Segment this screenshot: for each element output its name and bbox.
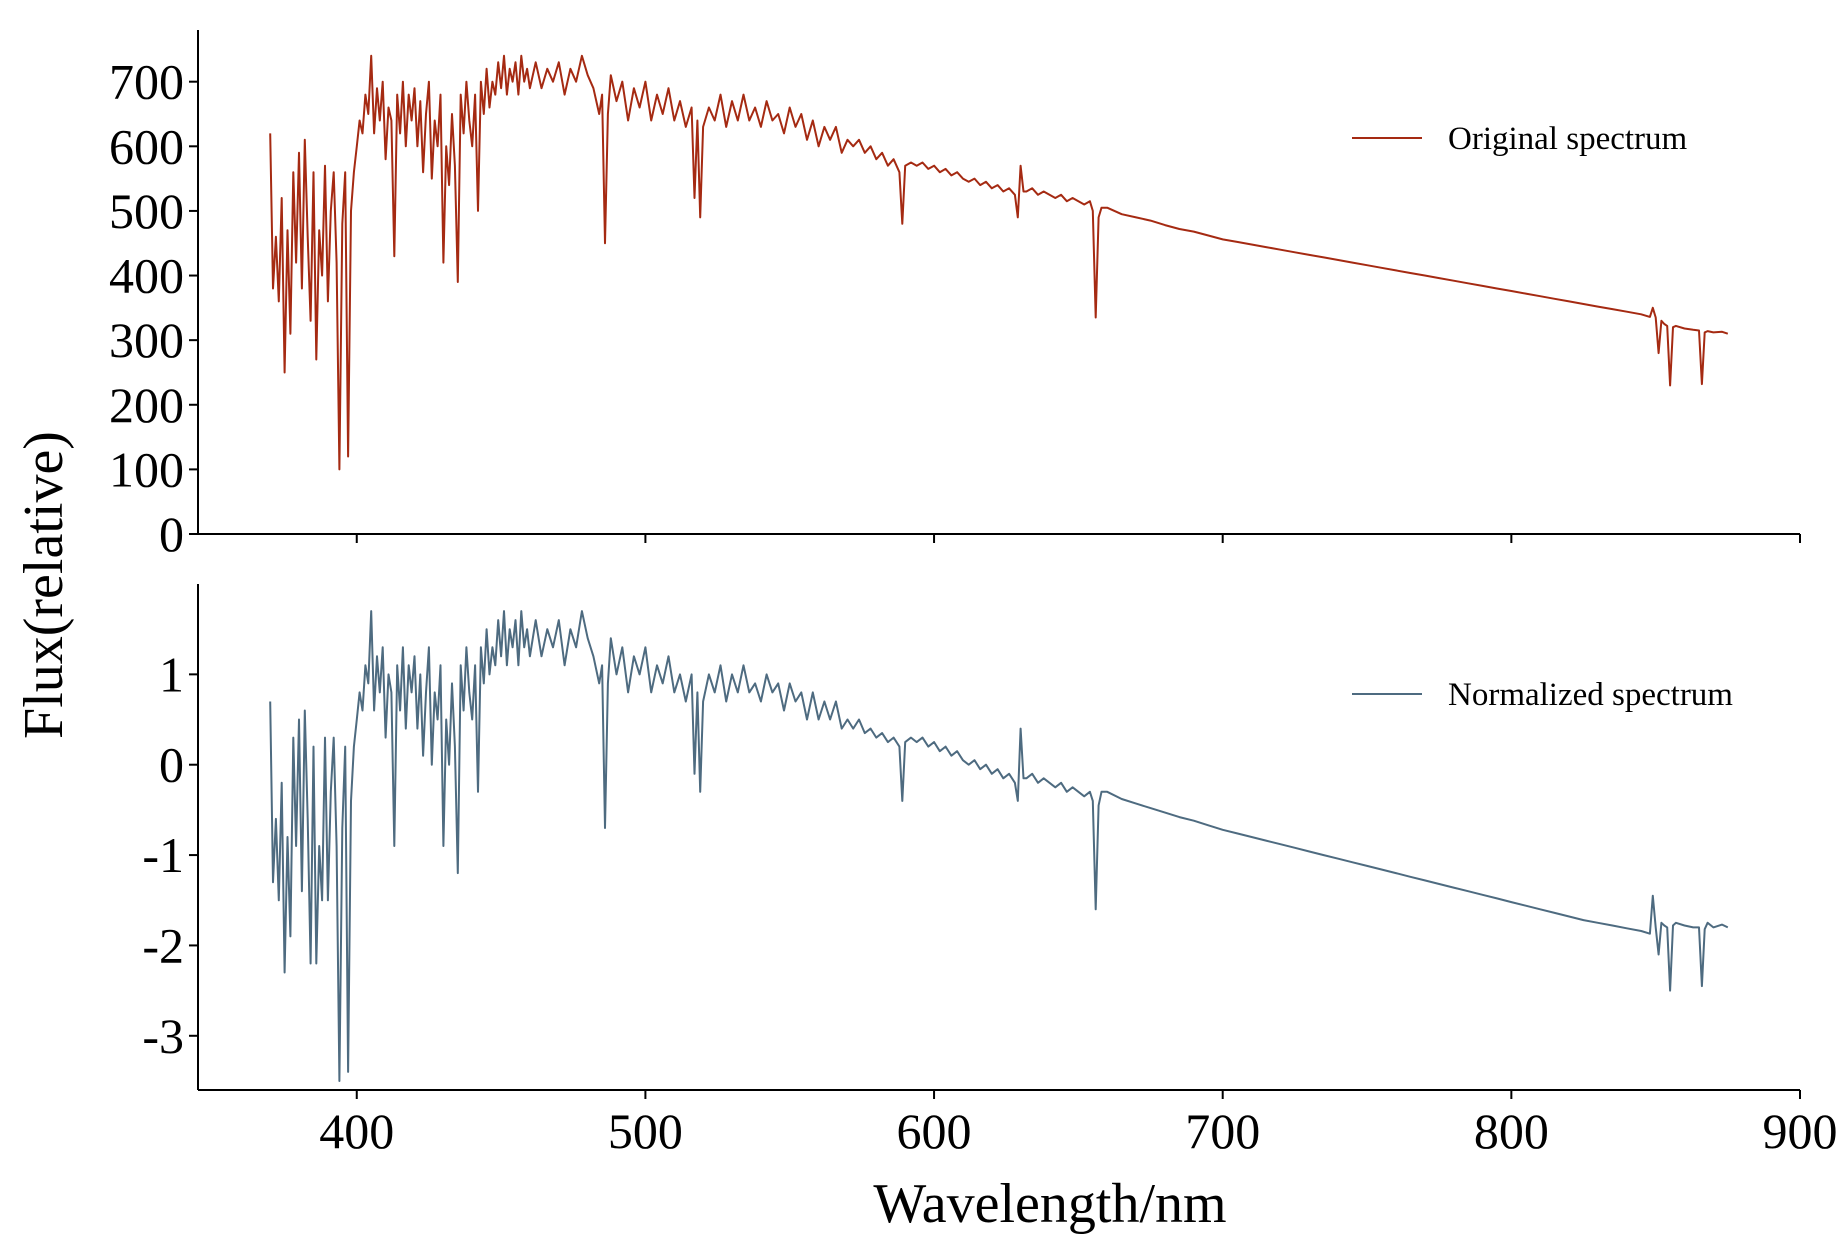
- original-y-tick-label: 600: [109, 118, 184, 174]
- x-tick-label: 800: [1474, 1103, 1549, 1159]
- normalized-spectrum-line: [269, 610, 1729, 1082]
- normalized-y-tick-label: -2: [142, 917, 184, 973]
- original-y-tick-label: 100: [109, 441, 184, 497]
- normalized-y-tick-label: 0: [159, 737, 184, 793]
- x-tick-label: 900: [1763, 1103, 1838, 1159]
- original-y-tick-label: 500: [109, 183, 184, 239]
- x-tick-label: 700: [1185, 1103, 1260, 1159]
- original-y-tick-label: 400: [109, 248, 184, 304]
- normalized-y-tick-label: -1: [142, 827, 184, 883]
- y-axis-title: Flux(relative): [13, 431, 75, 739]
- normalized-spectrum-panel: 400 500 600 700 800 900 -3 -2 -1 0 1 Normalized spe…: [142, 584, 1838, 1159]
- original-legend-label: Original spectrum: [1448, 121, 1688, 157]
- original-y-tick-label: 300: [109, 312, 184, 368]
- x-tick-label: 400: [319, 1103, 394, 1159]
- original-spectrum-panel: 0 100 200 300 400 500 600 700 Original spectrum: [109, 30, 1801, 562]
- original-y-tick-label: 200: [109, 377, 184, 433]
- normalized-legend-label: Normalized spectrum: [1448, 677, 1733, 713]
- original-y-tick-label: 700: [109, 54, 184, 110]
- normalized-y-tick-label: 1: [159, 646, 184, 702]
- original-y-tick-label: 0: [159, 506, 184, 562]
- x-tick-label: 600: [897, 1103, 972, 1159]
- original-spectrum-line: [269, 54, 1729, 471]
- normalized-y-tick-label: -3: [142, 1008, 184, 1064]
- x-tick-label: 500: [608, 1103, 683, 1159]
- x-axis-title: Wavelength/nm: [873, 1173, 1226, 1235]
